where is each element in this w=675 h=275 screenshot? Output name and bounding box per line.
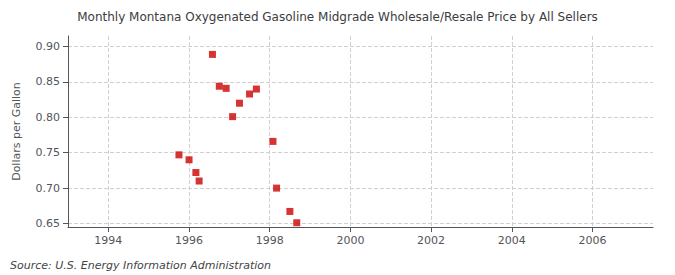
svg-text:Monthly Montana Oxygenated Gas: Monthly Montana Oxygenated Gasoline Midg… — [77, 10, 598, 24]
svg-text:0.85: 0.85 — [36, 75, 61, 88]
svg-text:0.70: 0.70 — [36, 182, 61, 195]
svg-text:0.75: 0.75 — [36, 146, 61, 159]
svg-text:0.65: 0.65 — [36, 217, 61, 230]
svg-text:1998: 1998 — [256, 234, 284, 247]
svg-text:1996: 1996 — [175, 234, 203, 247]
svg-text:2004: 2004 — [498, 234, 526, 247]
svg-text:2000: 2000 — [336, 234, 364, 247]
svg-text:0.80: 0.80 — [36, 111, 61, 124]
svg-text:0.90: 0.90 — [36, 40, 61, 53]
svg-text:Source: U.S. Energy Informatio: Source: U.S. Energy Information Administ… — [10, 259, 271, 272]
svg-text:2002: 2002 — [417, 234, 445, 247]
svg-text:2006: 2006 — [578, 234, 606, 247]
svg-text:1994: 1994 — [94, 234, 122, 247]
svg-text:Dollars per Gallon: Dollars per Gallon — [10, 82, 23, 181]
